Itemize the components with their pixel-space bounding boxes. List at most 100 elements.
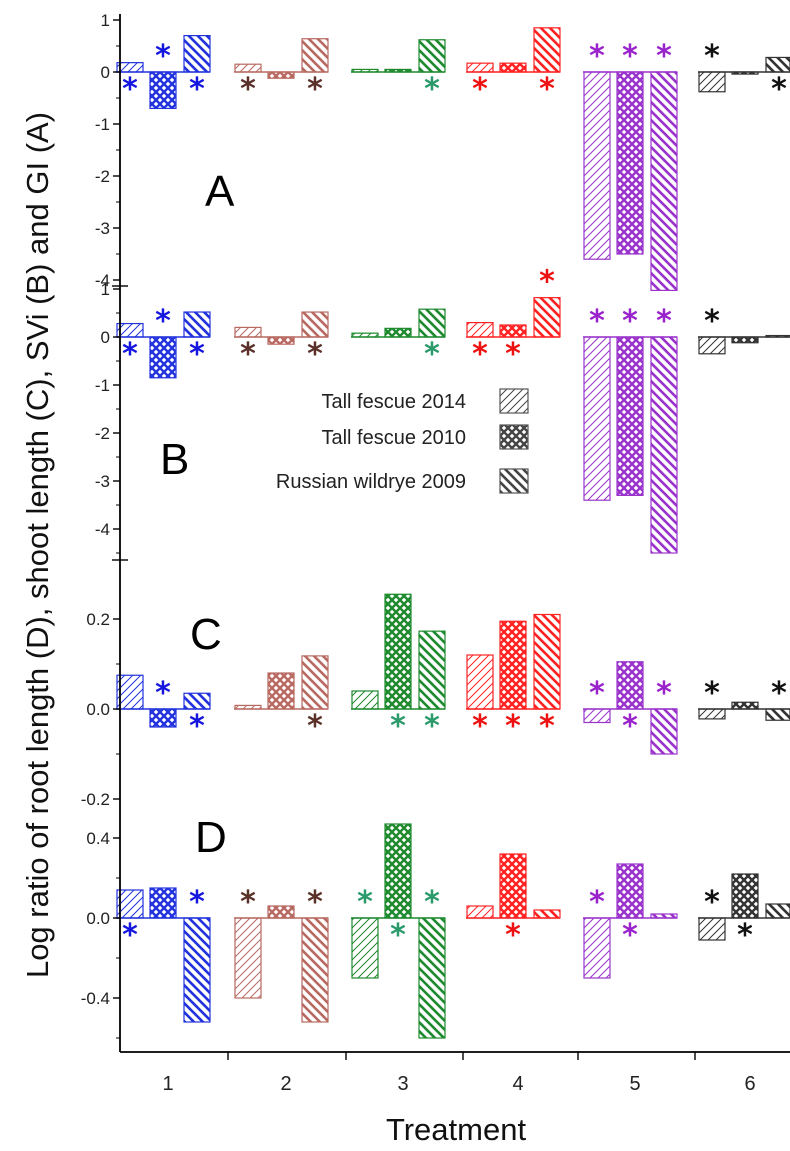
y-tick-label-C-1: 0.0 [86,700,110,719]
bar-B-t4-s2 [499,324,527,338]
significance-star-C-10: * [656,676,672,711]
significance-star-A-6: * [472,72,488,107]
significance-star-A-5: * [424,72,440,107]
bar-D-t6-s2 [731,873,759,919]
panel-label-B: B [160,435,189,484]
significance-star-D-10: * [704,885,720,920]
significance-star-A-7: * [539,72,555,107]
bar-A-t1-s3 [183,34,211,73]
y-tick-label-B-5: -4 [95,520,110,539]
x-tick-label-4: 4 [512,1073,523,1095]
significance-star-B-10: * [622,304,638,339]
significance-star-B-12: * [704,304,720,339]
bar-D-t3-s1 [351,917,379,979]
y-ticks-D: 0.4 0.0 -0.4 [81,829,120,1039]
bar-A-t5-s1 [583,71,611,260]
bar-B-t5-s2 [616,336,644,496]
y-tick-label-A-3: -2 [95,167,110,186]
y-tick-label-A-5: -4 [95,271,110,290]
bar-C-t2-s3 [301,655,329,710]
bar-B-t2-s1 [234,326,262,338]
panel-C: * * * * * * * * * * * * * C [116,593,790,755]
significance-star-D-8: * [589,885,605,920]
axes-layer: 10-1-2-3-410-1-2-3-40.20.0-0.20.40.0-0.4… [81,11,790,1095]
significance-star-B-6: * [472,337,488,372]
significance-star-D-5: * [390,918,406,953]
significance-star-C-0: * [155,676,171,711]
significance-star-A-4: * [307,72,323,107]
significance-star-C-6: * [505,709,521,744]
significance-star-B-11: * [656,304,672,339]
x-ticks: 1 2 3 4 5 6 [162,1052,756,1095]
significance-star-C-2: * [307,709,323,744]
bar-B-t2-s3 [301,311,329,338]
y-tick-label-A-2: -1 [95,115,110,134]
significance-star-C-11: * [704,676,720,711]
bar-D-t2-s1 [234,917,262,999]
bar-D-t5-s1 [583,917,611,979]
significance-star-B-9: * [589,304,605,339]
significance-star-A-1: * [155,39,171,74]
bar-C-t3-s1 [351,690,379,710]
significance-star-D-0: * [122,918,138,953]
legend-label-3: Russian wildrye 2009 [276,471,466,493]
legend-swatch-3 [499,468,529,494]
significance-star-A-10: * [656,39,672,74]
panel-B: * * * * * * * * * * * * * B [116,265,790,554]
bar-A-t6-s1 [698,71,726,93]
bar-D-t4-s2 [499,853,527,919]
panel-label-C: C [190,610,222,659]
y-tick-label-D-1: 0.0 [86,909,110,928]
x-tick-label-1: 1 [162,1073,173,1095]
bar-B-t6-s1 [698,336,726,355]
bar-C-t1-s2 [149,708,177,728]
significance-star-B-3: * [240,337,256,372]
significance-star-A-8: * [589,39,605,74]
y-tick-label-D-0: 0.4 [86,829,110,848]
x-axis-title: Treatment [386,1112,527,1147]
y-tick-label-A-0: 1 [101,11,110,30]
significance-star-A-12: * [771,72,787,107]
significance-star-A-11: * [704,39,720,74]
bar-B-t4-s3 [533,297,561,338]
bar-B-t4-s1 [466,322,494,338]
significance-star-C-1: * [189,709,205,744]
y-tick-label-B-1: 0 [101,328,110,347]
bar-D-t2-s2 [267,905,295,919]
bar-C-t1-s1 [116,674,144,710]
significance-star-C-4: * [424,709,440,744]
y-tick-label-A-1: 0 [101,63,110,82]
bar-D-t4-s1 [466,905,494,919]
bar-B-t2-s2 [267,336,295,345]
significance-star-B-8: * [539,265,555,300]
bar-A-t2-s2 [267,71,295,79]
significance-star-A-2: * [189,72,205,107]
bar-A-t3-s3 [418,39,446,73]
panel-label-A: A [205,167,235,216]
legend-label-1: Tall fescue 2014 [321,391,466,413]
bar-B-t6-s2 [731,336,759,344]
x-tick-label-2: 2 [280,1073,291,1095]
bar-C-t5-s3 [650,708,678,755]
y-ticks-B: 1 0 -1 -2 -3 -4 [95,280,120,554]
significance-star-C-3: * [390,709,406,744]
bar-D-t4-s3 [533,909,561,919]
significance-star-C-5: * [472,709,488,744]
significance-star-C-9: * [622,709,638,744]
x-tick-label-3: 3 [397,1073,408,1095]
significance-star-D-1: * [189,885,205,920]
y-axis-title: Log ratio of root length (D), shoot leng… [20,112,55,978]
bar-C-t4-s3 [533,613,561,710]
bar-B-t1-s2 [149,336,177,379]
y-ticks-A: 1 0 -1 -2 -3 -4 [95,11,120,290]
bar-D-t5-s2 [616,863,644,919]
significance-star-D-9: * [622,918,638,953]
bar-B-t5-s1 [583,336,611,501]
panel-label-D: D [195,813,227,862]
bar-D-t3-s3 [418,917,446,1039]
significance-star-D-2: * [240,885,256,920]
bar-D-t1-s1 [116,889,144,919]
legend-swatch-1 [499,388,529,414]
bar-A-t2-s3 [301,38,329,73]
